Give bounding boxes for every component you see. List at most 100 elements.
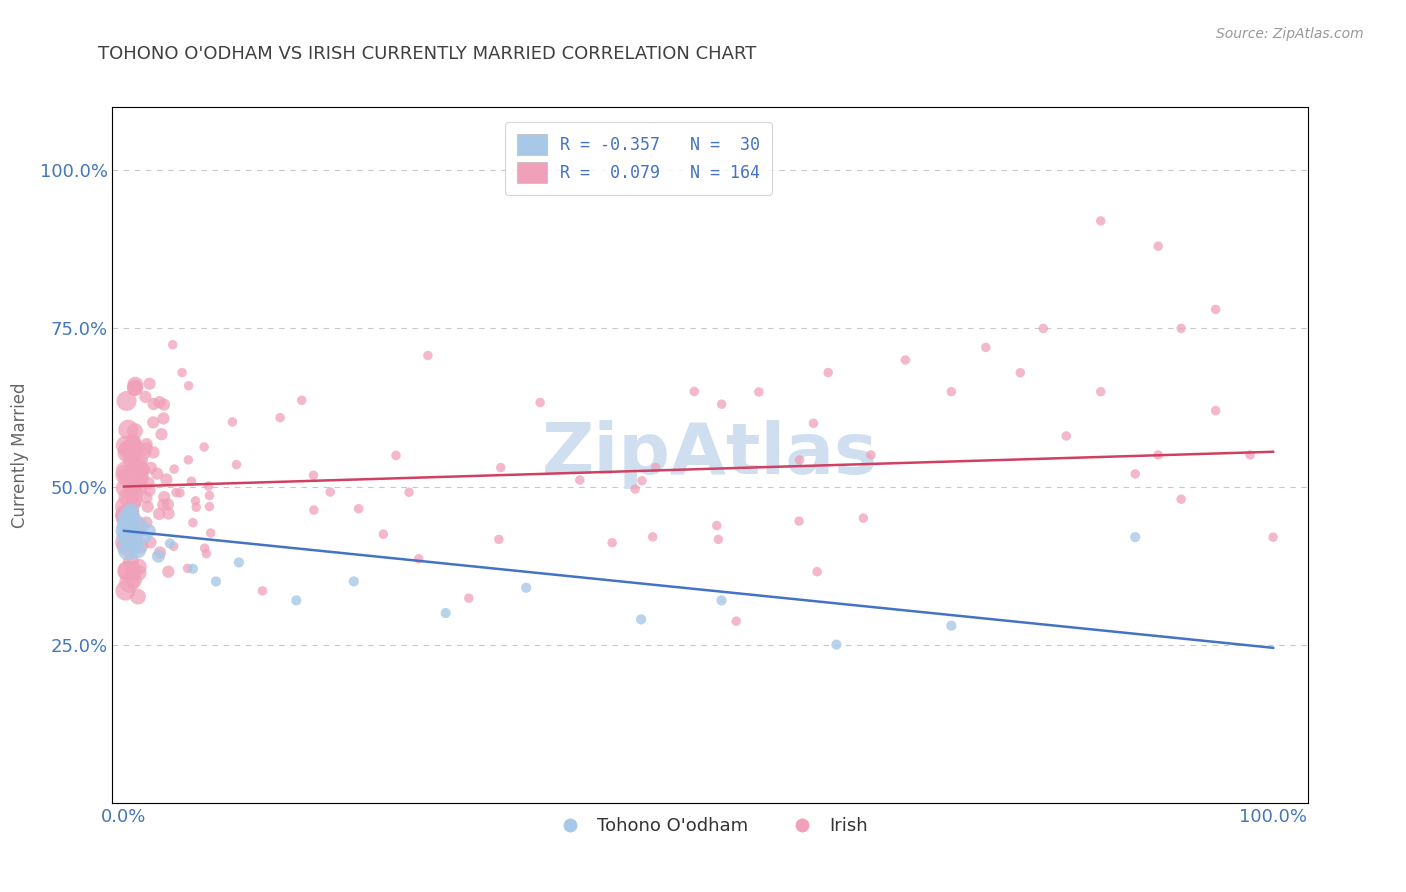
Point xyxy=(180,474,202,488)
Point xyxy=(135,437,157,451)
Point xyxy=(134,530,156,544)
Point xyxy=(129,524,152,538)
Point xyxy=(117,564,139,578)
Text: TOHONO O'ODHAM VS IRISH CURRENTLY MARRIED CORRELATION CHART: TOHONO O'ODHAM VS IRISH CURRENTLY MARRIE… xyxy=(98,45,756,62)
Point xyxy=(152,411,174,425)
Point xyxy=(291,393,314,408)
Point xyxy=(1054,429,1077,443)
Point xyxy=(974,340,997,354)
Point xyxy=(120,504,142,518)
Point xyxy=(1032,321,1054,335)
Point xyxy=(128,480,150,494)
Point xyxy=(117,471,139,485)
Point xyxy=(184,493,207,508)
Point xyxy=(120,555,142,569)
Point xyxy=(1123,467,1146,481)
Point xyxy=(142,445,165,459)
Point xyxy=(269,410,291,425)
Point xyxy=(529,395,551,409)
Point xyxy=(285,593,308,607)
Point xyxy=(205,574,228,589)
Point xyxy=(817,366,839,380)
Point xyxy=(138,483,160,498)
Point xyxy=(132,472,155,486)
Point xyxy=(117,490,139,504)
Point xyxy=(114,510,136,524)
Point xyxy=(121,517,143,532)
Point xyxy=(139,461,162,475)
Point xyxy=(153,490,176,504)
Point xyxy=(117,511,139,525)
Point xyxy=(488,533,510,547)
Point xyxy=(122,496,145,510)
Point xyxy=(152,498,174,512)
Point xyxy=(139,535,162,549)
Point xyxy=(115,524,138,538)
Point xyxy=(163,539,186,553)
Point xyxy=(1170,321,1192,335)
Point xyxy=(398,485,420,500)
Point xyxy=(748,384,770,399)
Point xyxy=(825,638,848,652)
Point xyxy=(129,466,152,480)
Point xyxy=(115,539,138,553)
Point xyxy=(489,460,512,475)
Point xyxy=(114,500,136,514)
Point xyxy=(122,440,145,454)
Point xyxy=(122,574,145,588)
Point xyxy=(225,458,247,472)
Point xyxy=(941,618,963,632)
Point xyxy=(114,508,136,522)
Point xyxy=(117,530,139,544)
Point xyxy=(138,475,160,490)
Point xyxy=(624,482,647,496)
Point xyxy=(125,442,148,456)
Point xyxy=(186,500,208,515)
Point xyxy=(128,458,150,473)
Point xyxy=(408,551,430,566)
Point xyxy=(181,562,204,576)
Point xyxy=(859,448,882,462)
Point xyxy=(128,559,150,574)
Point xyxy=(118,575,141,590)
Point xyxy=(1170,492,1192,507)
Point xyxy=(138,524,160,538)
Point xyxy=(568,473,591,487)
Point xyxy=(122,434,145,449)
Point xyxy=(600,535,623,549)
Point xyxy=(155,472,177,486)
Point xyxy=(156,498,179,512)
Point xyxy=(142,416,165,430)
Point xyxy=(193,440,215,454)
Point xyxy=(127,516,149,530)
Point xyxy=(302,503,325,517)
Point xyxy=(515,581,537,595)
Point xyxy=(373,527,395,541)
Point xyxy=(118,442,141,457)
Point xyxy=(125,524,148,539)
Point xyxy=(121,562,143,576)
Point xyxy=(131,473,153,487)
Point xyxy=(177,378,200,392)
Point xyxy=(135,442,157,456)
Point xyxy=(641,530,664,544)
Point xyxy=(135,491,157,505)
Point xyxy=(117,517,139,532)
Point xyxy=(121,483,143,498)
Point xyxy=(148,549,170,563)
Point xyxy=(1261,530,1284,544)
Point xyxy=(1147,239,1170,253)
Point xyxy=(416,349,439,363)
Point xyxy=(725,614,748,628)
Point xyxy=(630,612,652,626)
Point xyxy=(115,438,138,452)
Point xyxy=(124,536,146,550)
Point xyxy=(177,453,200,467)
Point xyxy=(118,536,141,550)
Point xyxy=(124,493,146,508)
Point xyxy=(124,380,146,394)
Point xyxy=(1123,530,1146,544)
Point xyxy=(150,427,173,442)
Point xyxy=(134,463,156,477)
Text: ZipAtlas: ZipAtlas xyxy=(543,420,877,490)
